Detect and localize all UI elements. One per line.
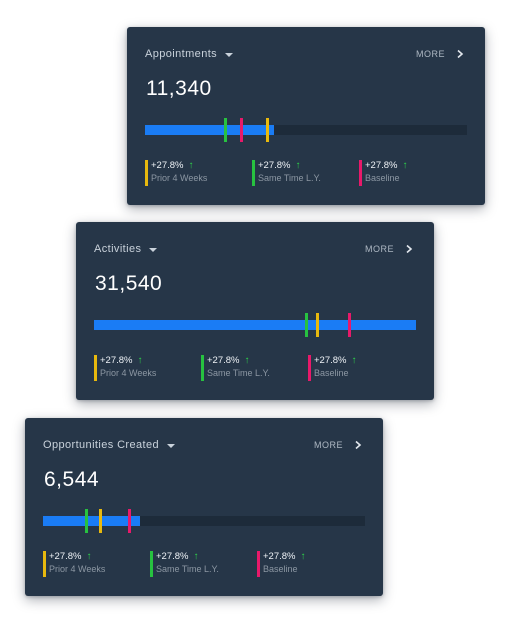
legend-label: Same Time L.Y. (258, 173, 321, 183)
change-value: +27.8% (156, 551, 189, 562)
card-title: Appointments (145, 48, 218, 60)
legend-label: Baseline (314, 368, 349, 378)
more-label: MORE (416, 49, 445, 59)
change-value: +27.8% (100, 355, 133, 366)
change-value: +27.8% (365, 160, 398, 171)
arrow-up-icon: ↑ (402, 160, 408, 171)
marker-same-time-ly (305, 313, 308, 337)
legend-swatch (252, 160, 255, 186)
legend-swatch (201, 355, 204, 381)
arrow-up-icon: ↑ (244, 355, 250, 366)
card-title: Opportunities Created (43, 439, 160, 451)
card-title: Activities (94, 243, 142, 255)
metric-value: 6,544 (44, 468, 100, 491)
change-value: +27.8% (49, 551, 82, 562)
more-label: MORE (365, 244, 394, 254)
legend-swatch (257, 551, 260, 577)
legend-item-baseline: +27.8% ↑ Baseline (359, 160, 408, 186)
change-value: +27.8% (314, 355, 347, 366)
progress-track (43, 509, 365, 533)
legend-label: Same Time L.Y. (156, 564, 219, 574)
chevron-right-icon[interactable] (353, 440, 363, 450)
marker-baseline (240, 118, 243, 142)
legend-label: Same Time L.Y. (207, 368, 270, 378)
legend-label: Prior 4 Weeks (49, 564, 106, 574)
legend-item-baseline: +27.8% ↑ Baseline (308, 355, 357, 381)
arrow-up-icon: ↑ (351, 355, 357, 366)
legend-label: Prior 4 Weeks (100, 368, 157, 378)
legend-item-prior-4-weeks: +27.8% ↑ Prior 4 Weeks (94, 355, 156, 381)
more-button[interactable]: MORE (365, 244, 414, 254)
legend-swatch (94, 355, 97, 381)
progress-track (94, 313, 416, 337)
chevron-down-icon[interactable] (167, 443, 176, 448)
change-value: +27.8% (207, 355, 240, 366)
legend-item-prior-4-weeks: +27.8% ↑ Prior 4 Weeks (145, 160, 207, 186)
metric-card-activities: Activities MORE 31,540 +27.8% ↑ (76, 222, 434, 400)
marker-prior-4-weeks (99, 509, 102, 533)
marker-prior-4-weeks (316, 313, 319, 337)
more-button[interactable]: MORE (416, 49, 465, 59)
chevron-right-icon[interactable] (455, 49, 465, 59)
progress-fill (43, 516, 140, 526)
metric-selector[interactable]: Opportunities Created (43, 439, 176, 451)
legend-label: Prior 4 Weeks (151, 173, 208, 183)
arrow-up-icon: ↑ (86, 551, 92, 562)
legend-item-prior-4-weeks: +27.8% ↑ Prior 4 Weeks (43, 551, 105, 577)
arrow-up-icon: ↑ (193, 551, 199, 562)
chevron-down-icon[interactable] (225, 52, 234, 57)
progress-track (145, 118, 467, 142)
marker-prior-4-weeks (266, 118, 269, 142)
arrow-up-icon: ↑ (295, 160, 301, 171)
change-value: +27.8% (258, 160, 291, 171)
metric-card-opportunities-created: Opportunities Created MORE 6,544 +27.8% (25, 418, 383, 596)
marker-baseline (128, 509, 131, 533)
progress-fill (94, 320, 416, 330)
change-value: +27.8% (263, 551, 296, 562)
arrow-up-icon: ↑ (137, 355, 143, 366)
legend-swatch (150, 551, 153, 577)
legend-label: Baseline (263, 564, 298, 574)
metric-value: 31,540 (95, 272, 163, 295)
progress-fill (145, 125, 274, 135)
legend-item-same-time-ly: +27.8% ↑ Same Time L.Y. (252, 160, 321, 186)
card-header: Appointments MORE (145, 47, 465, 61)
chevron-right-icon[interactable] (404, 244, 414, 254)
arrow-up-icon: ↑ (188, 160, 194, 171)
legend-swatch (43, 551, 46, 577)
marker-same-time-ly (85, 509, 88, 533)
legend-item-baseline: +27.8% ↑ Baseline (257, 551, 306, 577)
card-header: Activities MORE (94, 242, 414, 256)
arrow-up-icon: ↑ (300, 551, 306, 562)
legend-swatch (308, 355, 311, 381)
legend-item-same-time-ly: +27.8% ↑ Same Time L.Y. (150, 551, 219, 577)
legend-label: Baseline (365, 173, 400, 183)
marker-same-time-ly (224, 118, 227, 142)
legend-swatch (145, 160, 148, 186)
metric-selector[interactable]: Appointments (145, 48, 234, 60)
metric-value: 11,340 (146, 77, 212, 100)
legend-swatch (359, 160, 362, 186)
marker-baseline (348, 313, 351, 337)
legend-item-same-time-ly: +27.8% ↑ Same Time L.Y. (201, 355, 270, 381)
metric-selector[interactable]: Activities (94, 243, 158, 255)
metric-card-appointments: Appointments MORE 11,340 +27.8% ↑ (127, 27, 485, 205)
chevron-down-icon[interactable] (149, 247, 158, 252)
card-header: Opportunities Created MORE (43, 438, 363, 452)
more-button[interactable]: MORE (314, 440, 363, 450)
change-value: +27.8% (151, 160, 184, 171)
more-label: MORE (314, 440, 343, 450)
